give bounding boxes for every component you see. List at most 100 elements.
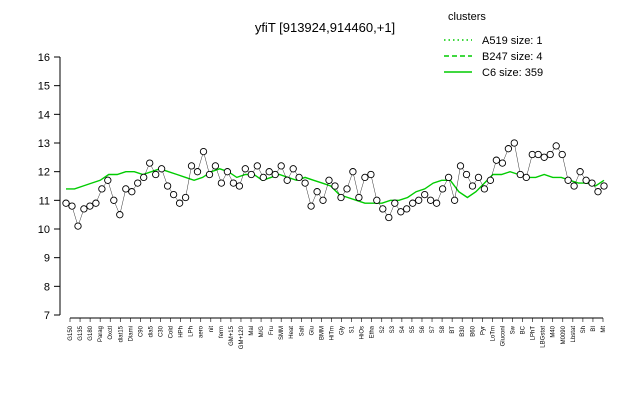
data-point	[116, 211, 124, 219]
plot-area	[62, 139, 608, 230]
x-tick-label: BC	[521, 325, 527, 334]
data-point	[253, 162, 261, 170]
x-tick-label: HiOs	[360, 326, 366, 339]
x-tick-label: LPh	[189, 326, 195, 337]
data-point	[187, 162, 196, 170]
x-tick-label: C90	[138, 325, 144, 337]
x-tick-label: HPh	[179, 326, 185, 338]
data-point	[62, 199, 70, 207]
data-point	[289, 165, 297, 173]
data-point	[134, 179, 142, 187]
data-point	[600, 182, 608, 190]
data-point	[271, 170, 279, 179]
data-point	[211, 162, 220, 170]
data-point	[552, 142, 560, 150]
x-tick-label: dia5	[148, 325, 154, 337]
x-tick-label: BMM	[319, 326, 325, 340]
x-tick-label: BI	[591, 326, 597, 332]
x-tick-label: LoTm	[490, 326, 496, 341]
data-point	[86, 202, 94, 210]
y-tick-label: 13	[38, 138, 50, 150]
data-point	[98, 185, 106, 193]
data-point	[546, 150, 554, 159]
data-point	[349, 168, 357, 176]
data-point	[450, 196, 459, 204]
data-point	[409, 199, 417, 207]
data-point	[498, 159, 507, 167]
x-tick-label: LBGstat	[541, 326, 547, 348]
y-tick-label: 10	[38, 224, 50, 236]
legend-label: C6 size: 359	[482, 67, 543, 79]
data-point	[462, 170, 471, 179]
data-point	[582, 176, 590, 184]
data-point	[367, 170, 375, 179]
data-point	[432, 199, 441, 207]
data-point	[217, 179, 226, 187]
data-point	[516, 170, 524, 179]
y-tick-label: 14	[38, 109, 50, 121]
x-tick-label: M/G	[259, 326, 265, 338]
x-tick-label: Sw	[510, 325, 516, 334]
x-tick-label: aero	[199, 325, 205, 338]
y-axis: 7 8 9 10 11 12 13 14 15 16	[38, 52, 61, 322]
x-tick-label: LPhT	[531, 326, 537, 341]
data-point	[140, 173, 148, 182]
legend-label: A519 size: 1	[482, 35, 543, 47]
data-point	[522, 173, 530, 182]
data-point	[415, 196, 423, 204]
x-tick-label: SMM	[279, 326, 285, 340]
data-point	[331, 182, 339, 190]
x-tick-label: G180	[88, 325, 94, 340]
data-point	[157, 165, 166, 173]
data-point	[241, 165, 249, 173]
data-point	[558, 150, 566, 159]
x-tick-label: Sh	[581, 326, 587, 333]
x-tick-label: Heat	[289, 326, 295, 339]
x-tick-label: G135	[78, 325, 84, 340]
data-point	[456, 162, 465, 170]
x-tick-label: Gly	[340, 326, 346, 335]
data-point	[343, 185, 351, 193]
legend-label: B247 size: 4	[482, 51, 543, 63]
data-point	[379, 205, 387, 213]
x-tick-label: Cold	[169, 326, 175, 338]
data-point	[295, 173, 303, 182]
x-tick-label: S3	[390, 325, 396, 333]
data-point	[199, 147, 208, 156]
data-point	[80, 205, 88, 213]
x-tick-label: S5	[410, 325, 416, 333]
y-tick-label: 8	[44, 281, 50, 293]
data-point	[492, 156, 501, 164]
data-point	[421, 190, 429, 199]
data-point	[570, 182, 578, 190]
x-tick-label: Diami	[128, 326, 134, 341]
data-point	[337, 193, 345, 202]
x-tick-label: S6	[420, 325, 426, 333]
x-tick-label: Parag	[98, 326, 104, 342]
data-point	[152, 170, 160, 179]
data-point	[223, 168, 232, 176]
data-point	[169, 190, 178, 199]
series-line	[66, 168, 605, 204]
y-tick-label: 15	[38, 81, 50, 93]
data-point	[259, 173, 267, 182]
data-point	[68, 202, 76, 210]
x-tick-label: Fru	[269, 326, 275, 335]
data-point	[504, 145, 513, 153]
data-point	[480, 185, 489, 193]
x-tick-label: HiTm	[329, 326, 335, 340]
data-point	[361, 173, 369, 182]
data-point	[277, 162, 285, 170]
y-tick-label: 7	[44, 310, 50, 322]
data-point	[474, 173, 483, 182]
data-point	[373, 196, 381, 204]
data-point	[385, 213, 393, 222]
chart-title: yfiT [913924,914460,+1]	[255, 20, 395, 35]
data-point	[438, 185, 447, 193]
y-tick-label: 11	[39, 195, 50, 207]
x-tick-label: nit	[209, 326, 215, 333]
data-point	[283, 176, 291, 184]
data-point	[510, 139, 518, 147]
x-tick-label: S2	[380, 325, 386, 333]
x-tick-label: G150	[68, 325, 74, 340]
